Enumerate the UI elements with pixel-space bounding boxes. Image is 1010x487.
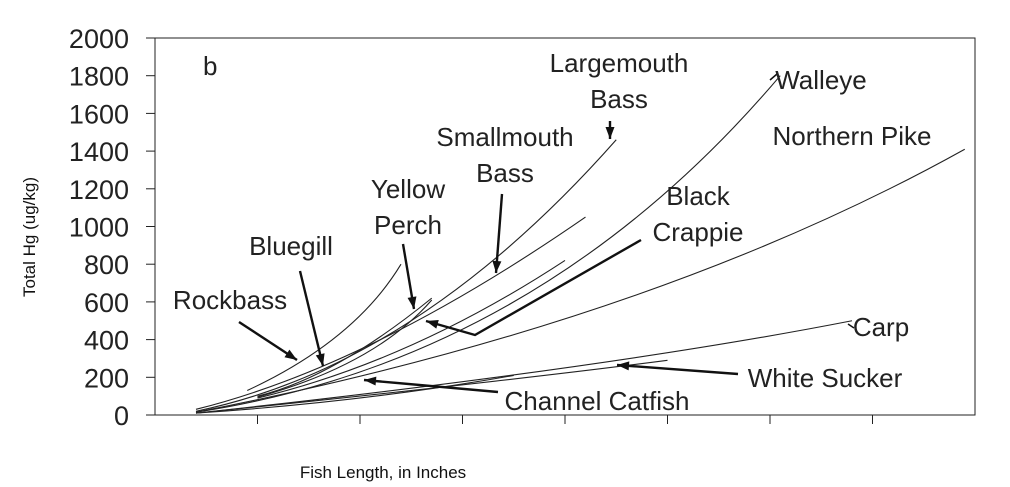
curve-black-crappie [257, 259, 566, 399]
arrow-white-sucker-head [617, 361, 630, 371]
y-tick-label: 400 [84, 326, 129, 356]
curve-largemouth-bass [195, 139, 617, 412]
curve-carp [195, 320, 853, 414]
curve-channel-catfish [195, 374, 514, 414]
arrow-black-crappie [425, 238, 642, 337]
y-tick-label: 600 [84, 288, 129, 318]
y-axis-title: Total Hg (ug/kg) [20, 177, 39, 297]
arrow-largemouth-bass-head [605, 127, 615, 139]
y-tick-label: 200 [84, 363, 129, 393]
curve-yellow-perch [257, 299, 433, 398]
y-tick-label: 1800 [69, 62, 129, 92]
arrow-rockbass-head [284, 349, 297, 360]
leader-carp [847, 323, 855, 329]
label-walleye: Walleye [775, 65, 867, 95]
arrow-channel-catfish [363, 378, 499, 394]
arrow-bluegill-head [315, 353, 325, 366]
panel-label: b [203, 51, 217, 81]
curves [195, 75, 966, 414]
arrow-black-crappie-head [426, 319, 439, 329]
arrow-channel-catfish-head [364, 376, 377, 386]
label-largemouth-bass: Largemouth Bass [550, 48, 689, 114]
curve-rockbass [247, 263, 402, 391]
curve-bluegill [257, 297, 433, 397]
label-northern-pike: Northern Pike [773, 121, 932, 151]
leader-walleye [769, 73, 778, 81]
label-carp: Carp [853, 312, 909, 342]
y-tick-label: 800 [84, 250, 129, 280]
arrow-smallmouth-bass-head [492, 260, 502, 273]
y-tick-label: 1600 [69, 99, 129, 129]
annotation-arrows [238, 73, 855, 394]
arrow-white-sucker [616, 363, 739, 376]
label-rockbass: Rockbass [173, 285, 287, 315]
curve-northern-pike [195, 148, 966, 413]
x-axis-title: Fish Length, in Inches [300, 463, 466, 482]
curve-white-sucker [195, 359, 668, 414]
label-smallmouth-bass: Smallmouth Bass [436, 122, 573, 188]
axes: 0 200 400 600 800 1000 1200 1400 1600 1800 2000 [69, 24, 976, 431]
label-white-sucker: White Sucker [748, 363, 903, 393]
arrow-yellow-perch-head [407, 296, 417, 309]
arrow-smallmouth-bass [494, 193, 504, 274]
y-tick-label: 1000 [69, 213, 129, 243]
label-yellow-perch: Yellow Perch [371, 174, 445, 240]
label-black-crappie: Black Crappie [652, 181, 743, 247]
y-tick-label: 2000 [69, 24, 129, 54]
label-channel-catfish: Channel Catfish [505, 386, 690, 416]
y-tick-label: 1200 [69, 175, 129, 205]
label-bluegill: Bluegill [249, 231, 333, 261]
y-tick-label: 1400 [69, 137, 129, 167]
arrow-bluegill [298, 270, 325, 367]
y-tick-label: 0 [114, 401, 129, 431]
